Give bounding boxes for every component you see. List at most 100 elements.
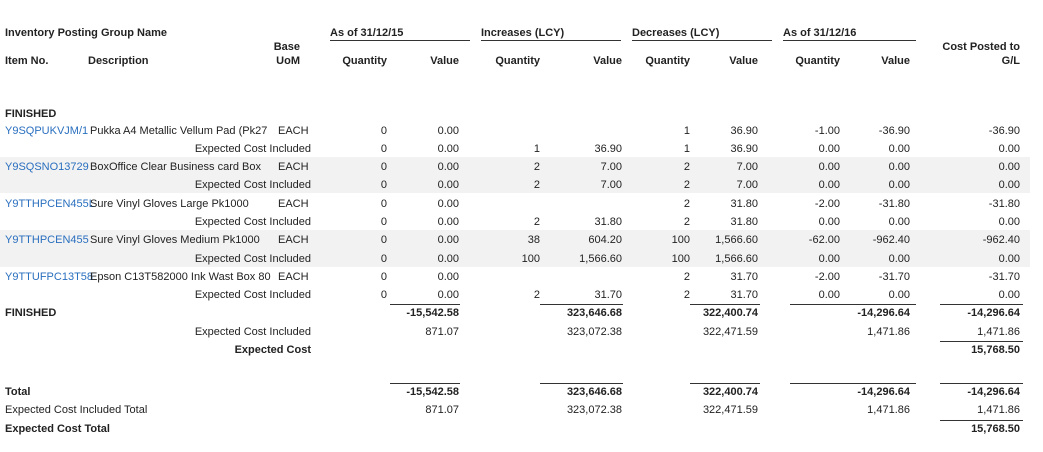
cell-value: 322,471.59 bbox=[702, 404, 758, 416]
cell-value: 38 bbox=[527, 234, 540, 247]
group-total: FINISHED bbox=[5, 307, 57, 319]
cell-value: 322,400.74 bbox=[702, 307, 758, 319]
cell-value: -2.00 bbox=[814, 270, 840, 283]
description: Pukka A4 Metallic Vellum Pad (Pk27 bbox=[90, 124, 268, 137]
uom: EACH bbox=[278, 197, 309, 210]
header: Inventory Posting Group Name bbox=[5, 27, 167, 39]
header: Item No. bbox=[5, 55, 49, 67]
item-no[interactable]: Y9SQPUKVJM/1 bbox=[5, 124, 89, 137]
cell-value: -14,296.64 bbox=[857, 386, 910, 398]
row-label: Expected Cost Included bbox=[194, 289, 311, 302]
cell-value: 31.80 bbox=[594, 216, 622, 228]
cell-value: 0 bbox=[380, 179, 387, 192]
cell-value: 0.00 bbox=[888, 142, 910, 155]
cell-value: -36.90 bbox=[878, 124, 910, 137]
cell-value: 0.00 bbox=[888, 161, 910, 174]
cell-value: 0 bbox=[380, 161, 387, 174]
item-no[interactable]: Y9SQSNO13729 bbox=[5, 161, 89, 174]
cell-value: -962.40 bbox=[872, 234, 910, 247]
cell-value: 0 bbox=[380, 216, 387, 228]
cell-value: 0.00 bbox=[818, 142, 840, 155]
header: Value bbox=[593, 55, 622, 67]
uom: EACH bbox=[278, 124, 309, 137]
cell-value: 0.00 bbox=[437, 270, 459, 283]
description: Epson C13T582000 Ink Wast Box 80 bbox=[90, 270, 271, 283]
cell-value: 1,566.60 bbox=[579, 252, 622, 265]
description: Sure Vinyl Gloves Medium Pk1000 bbox=[90, 234, 260, 247]
cell-value: 0.00 bbox=[437, 179, 459, 192]
cell-value: 0 bbox=[380, 197, 387, 210]
row-label: Expected Cost Included bbox=[194, 179, 311, 192]
cell-value: 0.00 bbox=[888, 216, 910, 228]
cell-value: 323,072.38 bbox=[566, 404, 622, 416]
cell-value: 0 bbox=[380, 142, 387, 155]
row-label: Expected Cost Included bbox=[194, 252, 311, 265]
total-label: Expected Cost Total bbox=[5, 423, 110, 435]
cell-value: -31.70 bbox=[878, 270, 910, 283]
cell-value: 322,471.59 bbox=[702, 325, 758, 338]
cell-value: 0.00 bbox=[437, 124, 459, 137]
item-no[interactable]: Y9TTHPCEN455L bbox=[5, 197, 95, 210]
column-group: Increases (LCY) bbox=[481, 27, 565, 39]
rule bbox=[940, 383, 1023, 384]
cell-value: 1 bbox=[533, 142, 540, 155]
cell-value: 0.00 bbox=[818, 179, 840, 192]
cell-value: 31.80 bbox=[730, 197, 758, 210]
rule bbox=[940, 341, 1023, 342]
cell-value: 31.70 bbox=[730, 270, 758, 283]
column-group: As of 31/12/16 bbox=[783, 27, 857, 39]
header: Base UoM bbox=[273, 41, 300, 67]
item-no[interactable]: Y9TTUFPC13T58 bbox=[5, 270, 94, 283]
rule bbox=[632, 40, 772, 41]
cell-value: 7.00 bbox=[736, 161, 758, 174]
cell-value: 15,768.50 bbox=[971, 423, 1020, 435]
rule bbox=[940, 420, 1023, 421]
header: Quantity bbox=[495, 55, 540, 67]
cell-value: -1.00 bbox=[814, 124, 840, 137]
cell-value: 0 bbox=[380, 289, 387, 302]
cell-value: -2.00 bbox=[814, 197, 840, 210]
column-group: Decreases (LCY) bbox=[632, 27, 720, 39]
cell-value: 1,471.86 bbox=[867, 325, 910, 338]
cell-value: 31.70 bbox=[594, 289, 622, 302]
cell-value: 323,646.68 bbox=[566, 386, 622, 398]
cell-value: -62.00 bbox=[808, 234, 840, 247]
cell-value: 36.90 bbox=[730, 124, 758, 137]
rule bbox=[540, 304, 623, 305]
cell-value: 2 bbox=[683, 289, 690, 302]
cell-value: -962.40 bbox=[982, 234, 1020, 247]
cell-value: -15,542.58 bbox=[406, 386, 459, 398]
header: Value bbox=[430, 55, 459, 67]
cell-value: 100 bbox=[671, 252, 690, 265]
cell-value: 31.70 bbox=[730, 289, 758, 302]
description: Sure Vinyl Gloves Large Pk1000 bbox=[90, 197, 249, 210]
cell-value: 0.00 bbox=[437, 161, 459, 174]
cell-value: 871.07 bbox=[425, 404, 459, 416]
cell-value: 100 bbox=[521, 252, 540, 265]
cell-value: 0.00 bbox=[818, 161, 840, 174]
cell-value: 0.00 bbox=[818, 252, 840, 265]
row-label: Expected Cost Included bbox=[194, 142, 311, 155]
cell-value: -31.70 bbox=[988, 270, 1020, 283]
cell-value: 36.90 bbox=[594, 142, 622, 155]
total-label: Expected Cost Included Total bbox=[5, 404, 148, 416]
item-no[interactable]: Y9TTHPCEN455 bbox=[5, 234, 89, 247]
cell-value: 0.00 bbox=[998, 179, 1020, 192]
cell-value: 7.00 bbox=[600, 179, 622, 192]
row-label: Expected Cost Included bbox=[194, 216, 311, 228]
cell-value: 2 bbox=[533, 179, 540, 192]
cell-value: -14,296.64 bbox=[967, 386, 1020, 398]
cell-value: 1 bbox=[683, 142, 690, 155]
row-shade bbox=[0, 157, 1030, 193]
cell-value: 0.00 bbox=[818, 289, 840, 302]
row-label: Expected Cost bbox=[234, 344, 311, 356]
cell-value: 1,566.60 bbox=[715, 234, 758, 247]
uom: EACH bbox=[278, 234, 309, 247]
cell-value: -14,296.64 bbox=[857, 307, 910, 319]
cell-value: 0.00 bbox=[437, 142, 459, 155]
header: Quantity bbox=[795, 55, 840, 67]
cell-value: 0.00 bbox=[437, 234, 459, 247]
row-shade bbox=[0, 230, 1030, 267]
uom: EACH bbox=[278, 161, 309, 174]
